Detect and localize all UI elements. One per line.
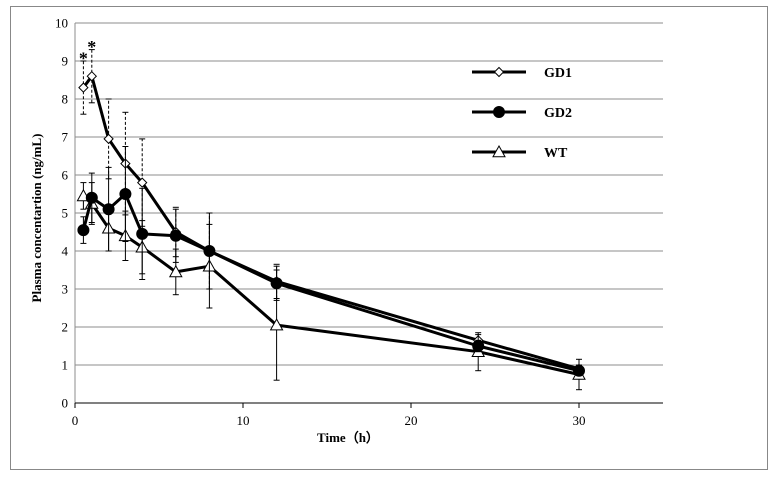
legend: GD1 GD2 WT bbox=[472, 66, 572, 161]
point-gd2-5 bbox=[169, 229, 182, 242]
legend-item-gd1: GD1 bbox=[472, 66, 572, 81]
significance-star-1: * bbox=[87, 37, 96, 57]
y-tick-label-1: 1 bbox=[62, 358, 69, 373]
point-gd2-9 bbox=[573, 364, 585, 377]
x-tick-label-2: 20 bbox=[405, 413, 418, 428]
x-tick-label-1: 10 bbox=[237, 413, 250, 428]
x-tick-label-3: 30 bbox=[573, 413, 586, 428]
point-wt-7 bbox=[269, 318, 284, 331]
point-gd2-4 bbox=[136, 227, 149, 240]
y-tick-label-9: 9 bbox=[62, 54, 69, 69]
point-gd2-3 bbox=[119, 188, 132, 200]
legend-item-gd2: GD2 bbox=[472, 106, 572, 121]
series-wt bbox=[76, 182, 586, 391]
point-gd2-8 bbox=[472, 340, 485, 352]
y-tick-label-2: 2 bbox=[62, 320, 69, 335]
y-tick-label-4: 4 bbox=[62, 244, 69, 259]
legend-marker-gd1 bbox=[493, 66, 505, 78]
y-tick-label-3: 3 bbox=[62, 282, 69, 297]
y-tick-label-7: 7 bbox=[62, 130, 69, 145]
point-gd2-1 bbox=[85, 191, 98, 204]
y-tick-label-8: 8 bbox=[62, 92, 69, 107]
y-tick-label-6: 6 bbox=[62, 168, 69, 183]
tick-labels: 0 1 2 3 4 5 6 7 8 9 10 0 10 20 30 bbox=[55, 16, 586, 429]
series-line-gd2 bbox=[81, 192, 580, 373]
significance-star-0: * bbox=[79, 48, 88, 68]
point-gd1-2 bbox=[103, 133, 114, 145]
x-axis-title: Time（h） bbox=[317, 430, 379, 445]
legend-label-gd1: GD1 bbox=[544, 66, 572, 81]
point-gd2-6 bbox=[203, 245, 216, 257]
series-gd1 bbox=[78, 49, 585, 375]
point-gd1-1 bbox=[86, 70, 98, 82]
point-gd2-7 bbox=[270, 277, 283, 290]
y-tick-label-0: 0 bbox=[62, 396, 69, 411]
point-gd1-4 bbox=[136, 177, 148, 188]
series-gd2 bbox=[77, 146, 585, 377]
legend-marker-wt bbox=[492, 144, 506, 158]
grid-lines bbox=[75, 22, 663, 366]
axes bbox=[74, 23, 663, 408]
legend-label-wt: WT bbox=[544, 146, 568, 161]
x-tick-label-0: 0 bbox=[72, 413, 79, 428]
legend-item-wt: WT bbox=[472, 144, 568, 161]
point-gd1-0 bbox=[78, 82, 89, 93]
y-tick-label-10: 10 bbox=[55, 16, 68, 31]
series-line-gd1 bbox=[82, 74, 580, 371]
series-layer bbox=[76, 49, 586, 391]
y-tick-label-5: 5 bbox=[62, 206, 69, 221]
point-wt-5 bbox=[168, 264, 183, 278]
series-line-wt bbox=[82, 194, 580, 376]
legend-marker-gd2 bbox=[493, 106, 505, 118]
chart-frame bbox=[10, 6, 768, 470]
annotations: ** bbox=[79, 37, 96, 68]
y-axis-title: Plasma concentartion (ng/mL) bbox=[29, 134, 44, 303]
point-gd2-2 bbox=[102, 203, 115, 216]
point-gd2-0 bbox=[77, 224, 90, 237]
legend-label-gd2: GD2 bbox=[544, 106, 572, 121]
